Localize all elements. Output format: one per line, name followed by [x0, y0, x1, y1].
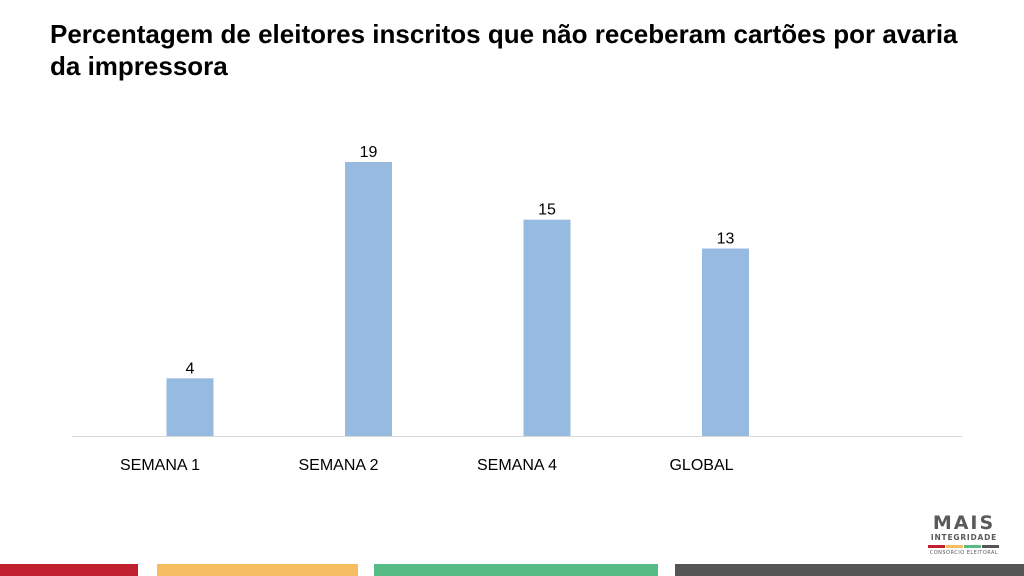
bars-group — [166, 162, 749, 436]
logo-stripe — [964, 545, 981, 548]
mais-integridade-logo: MAIS INTEGRIDADE CONSÓRCIO ELEITORAL — [926, 512, 1002, 558]
tick-label: GLOBAL — [669, 457, 733, 474]
slide-title: Percentagem de eleitores inscritos que n… — [50, 19, 958, 81]
logo-sub-text: INTEGRIDADE — [930, 533, 998, 542]
logo-foot-text: CONSÓRCIO ELEITORAL — [929, 550, 999, 556]
bar-global — [702, 248, 749, 436]
footer-bar-green — [374, 564, 658, 576]
data-labels-group: 4 19 15 13 — [186, 144, 735, 377]
data-label: 19 — [360, 144, 378, 161]
bar-chart: 4 19 15 13 SEMANA 1 SEMANA 2 SEMANA 4 GLOBAL — [72, 144, 962, 474]
footer-bar-yellow — [157, 564, 358, 576]
footer-bar-gray — [675, 564, 1024, 576]
logo-main-text: MAIS — [932, 512, 996, 534]
tick-label: SEMANA 2 — [298, 457, 378, 474]
bar-semana-4 — [523, 219, 571, 436]
logo-stripe — [946, 545, 963, 548]
logo-stripe — [928, 545, 945, 548]
bar-semana-1 — [166, 378, 214, 436]
data-label: 15 — [538, 202, 556, 219]
tick-label: SEMANA 1 — [120, 457, 200, 474]
tick-label: SEMANA 4 — [477, 457, 557, 474]
tick-labels-group: SEMANA 1 SEMANA 2 SEMANA 4 GLOBAL — [120, 457, 734, 474]
footer-bar-red — [0, 564, 138, 576]
logo-stripes — [928, 545, 1000, 548]
bar-semana-2 — [345, 162, 392, 436]
data-label: 13 — [717, 231, 735, 248]
logo-stripe — [982, 545, 999, 548]
data-label: 4 — [186, 360, 195, 377]
